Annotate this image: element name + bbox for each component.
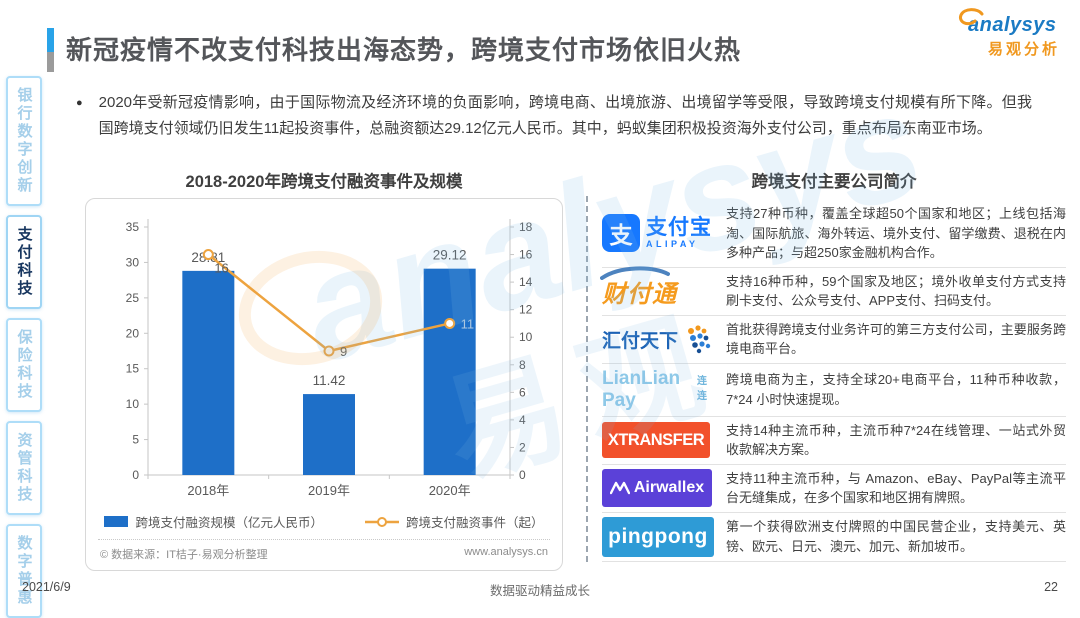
company-row-huifu: 汇付天下 首批获得跨境支付业务许可的第三方支付公司，主要服务跨境电商平台。: [602, 316, 1066, 364]
title-accent-bar: [47, 28, 54, 72]
companies-section: 跨境支付主要公司简介 支 支付宝 ALIPAY 支持27种币种，覆盖全球超50个…: [600, 168, 1066, 562]
svg-text:8: 8: [519, 358, 526, 372]
huifu-logo: 汇付天下: [602, 324, 714, 354]
svg-text:11: 11: [461, 316, 475, 331]
svg-text:6: 6: [519, 385, 526, 399]
bar-legend-swatch: [104, 516, 129, 527]
summary-bullet: ● 2020年受新冠疫情影响，由于国际物流及经济环境的负面影响，跨境电商、出境旅…: [76, 90, 1032, 142]
sidebar-item-insurance[interactable]: 保险科技: [6, 318, 42, 412]
logo-swirl-icon: [958, 8, 984, 26]
company-desc: 首批获得跨境支付业务许可的第三方支付公司，主要服务跨境电商平台。: [726, 321, 1066, 357]
tenpay-swoosh-icon: [600, 265, 670, 280]
company-row-xtransfer: XTRANSFER 支持14种主流币种，主流币种7*24在线管理、一站式外贸收款…: [602, 417, 1066, 465]
tenpay-logo: 财付通: [600, 265, 714, 309]
svg-text:10: 10: [126, 397, 140, 411]
svg-text:18: 18: [519, 220, 533, 234]
bullet-dot-icon: ●: [76, 97, 83, 109]
footer-date: 2021/6/9: [22, 580, 71, 594]
summary-text: 2020年受新冠疫情影响，由于国际物流及经济环境的负面影响，跨境电商、出境旅游、…: [98, 94, 1032, 137]
alipay-mark-icon: 支: [602, 214, 640, 253]
svg-text:35: 35: [126, 220, 140, 234]
brand-cn-label: 易观分析: [987, 41, 1060, 58]
bar-legend-label: 跨境支付融资规模（亿元人民币）: [135, 516, 323, 530]
svg-text:0: 0: [132, 468, 139, 482]
header: 新冠疫情不改支付科技出海态势，跨境支付市场依旧火热: [47, 28, 741, 72]
company-desc: 支持14种主流币种，主流币种7*24在线管理、一站式外贸收款解决方案。: [726, 422, 1066, 458]
svg-text:2018年: 2018年: [187, 483, 229, 498]
svg-text:29.12: 29.12: [433, 248, 467, 263]
footer: 2021/6/9 数据驱动精益成长 22: [0, 580, 1080, 598]
svg-text:12: 12: [519, 303, 533, 317]
legend-item-line: 跨境支付融资事件（起）: [365, 512, 544, 531]
alipay-logo: 支 支付宝 ALIPAY: [602, 214, 714, 253]
company-row-tenpay: 财付通 支持16种币种，59个国家及地区；境外收单支付方式支持刷卡支付、公众号支…: [600, 265, 1066, 316]
company-desc: 支持11种主流币种，与 Amazon、eBay、PayPal等主流平台无缝集成，…: [726, 470, 1066, 506]
company-row-alipay: 支 支付宝 ALIPAY 支持27种币种，覆盖全球超50个国家和地区；上线包括海…: [602, 200, 1066, 268]
chart-legend: 跨境支付融资规模（亿元人民币） 跨境支付融资事件（起）: [98, 512, 550, 531]
svg-text:16: 16: [519, 248, 533, 262]
line-legend-label: 跨境支付融资事件（起）: [406, 516, 544, 530]
airwallex-logo: Airwallex: [602, 469, 714, 507]
svg-text:4: 4: [519, 413, 526, 427]
svg-text:20: 20: [126, 326, 140, 340]
analysys-url-link[interactable]: www.analysys.cn: [464, 546, 548, 558]
svg-text:5: 5: [132, 433, 139, 447]
svg-text:11.42: 11.42: [313, 373, 346, 388]
vertical-dashed-divider: [586, 196, 588, 562]
company-row-airwallex: Airwallex 支持11种主流币种，与 Amazon、eBay、PayPal…: [602, 465, 1066, 513]
pingpong-logo: pingpong: [602, 516, 714, 557]
chart-title: 2018-2020年跨境支付融资事件及规模: [185, 173, 463, 191]
company-row-lianlian: LianLian Pay 连连 跨境电商为主，支持全球20+电商平台，11种币种…: [602, 364, 1066, 417]
svg-text:10: 10: [519, 330, 533, 344]
xtransfer-logo: XTRANSFER: [602, 422, 714, 458]
svg-text:25: 25: [126, 291, 140, 305]
page-title: 新冠疫情不改支付科技出海态势，跨境支付市场依旧火热: [66, 35, 742, 65]
sidebar-item-asset[interactable]: 资管科技: [6, 421, 42, 515]
legend-item-bar: 跨境支付融资规模（亿元人民币）: [104, 512, 323, 531]
brand-wordmark: analysys: [958, 8, 1057, 37]
sidebar-item-banking[interactable]: 银行数字创新: [6, 76, 42, 206]
funding-chart-section: 2018-2020年跨境支付融资事件及规模 0 5 10 15 20 25 30 35 0 2 4 6…: [85, 168, 563, 571]
analysys-logo: analysys 易观分析: [958, 8, 1060, 59]
company-desc: 支持16种币种，59个国家及地区；境外收单支付方式支持刷卡支付、公众号支付、AP…: [726, 273, 1066, 309]
data-source-label: © 数据来源：IT桔子·易观分析整理: [100, 549, 268, 561]
company-desc: 第一个获得欧洲支付牌照的中国民营企业，支持美元、英镑、欧元、日元、澳元、加元、新…: [726, 519, 1066, 554]
svg-text:15: 15: [126, 362, 140, 376]
svg-text:2019年: 2019年: [308, 483, 350, 498]
company-row-pingpong: pingpong 第一个获得欧洲支付牌照的中国民营企业，支持美元、英镑、欧元、日…: [602, 513, 1066, 562]
huifu-pinwheel-icon: [688, 325, 711, 354]
svg-text:2020年: 2020年: [429, 483, 471, 498]
section-sidebar: 银行数字创新 支付科技 保险科技 资管科技 数字普惠: [6, 76, 44, 618]
company-desc: 支持27种币种，覆盖全球超50个国家和地区；上线包括海淘、国际航旅、海外转运、境…: [726, 206, 1066, 260]
airwallex-mark-icon: [609, 481, 630, 495]
company-desc: 跨境电商为主，支持全球20+电商平台，11种币种收款，7*24 小时快速提现。: [726, 372, 1066, 407]
page-number: 22: [1044, 580, 1058, 594]
footer-slogan: 数据驱动精益成长: [489, 584, 590, 598]
svg-text:14: 14: [519, 275, 533, 289]
svg-text:30: 30: [126, 255, 140, 269]
companies-title: 跨境支付主要公司简介: [751, 173, 917, 191]
svg-text:16: 16: [214, 261, 228, 276]
svg-text:0: 0: [519, 468, 526, 482]
line-legend-swatch: [365, 516, 399, 527]
chart-source-row: © 数据来源：IT桔子·易观分析整理 www.analysys.cn: [98, 539, 550, 564]
funding-bar-line-chart: 0 5 10 15 20 25 30 35 0 2 4 6 8 10 12 14 16 18 2018年 2019年 2…: [126, 219, 533, 498]
chart-card: 0 5 10 15 20 25 30 35 0 2 4 6 8 10 12 14 16 18 2018年 2019年 2…: [85, 198, 563, 571]
lianlian-logo: LianLian Pay 连连: [602, 367, 708, 411]
svg-text:9: 9: [340, 344, 347, 359]
sidebar-item-inclusive[interactable]: 数字普惠: [6, 524, 42, 618]
sidebar-item-payment[interactable]: 支付科技: [6, 215, 42, 309]
svg-text:2: 2: [519, 440, 526, 454]
